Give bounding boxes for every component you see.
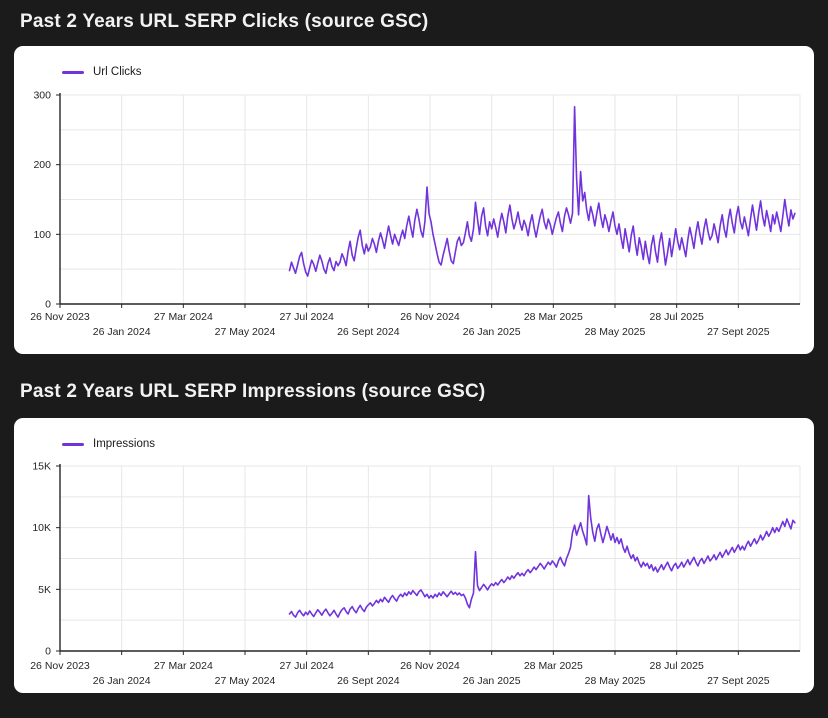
svg-text:5K: 5K (38, 584, 51, 596)
impressions-chart-panel: Impressions 0 5K 10K 15K 26 Nov 2023 26 Jan 2… (14, 418, 814, 693)
svg-text:27 Jul 2024: 27 Jul 2024 (280, 660, 334, 672)
svg-text:26 Jan 2024: 26 Jan 2024 (93, 675, 151, 687)
svg-text:26 Sept 2024: 26 Sept 2024 (337, 675, 400, 687)
svg-text:27 Mar 2024: 27 Mar 2024 (154, 660, 213, 672)
svg-text:26 Jan 2024: 26 Jan 2024 (93, 326, 151, 338)
svg-text:10K: 10K (32, 522, 51, 534)
svg-text:0: 0 (45, 299, 51, 311)
clicks-legend: Url Clicks (62, 66, 142, 78)
svg-text:27 Sept 2025: 27 Sept 2025 (707, 675, 770, 687)
clicks-chart-title: Past 2 Years URL SERP Clicks (source GSC… (20, 11, 429, 32)
clicks-legend-label: Url Clicks (93, 66, 142, 78)
svg-text:27 Mar 2024: 27 Mar 2024 (154, 311, 213, 323)
svg-text:28 May 2025: 28 May 2025 (585, 326, 646, 338)
impressions-legend: Impressions (62, 438, 155, 450)
svg-text:26 Sept 2024: 26 Sept 2024 (337, 326, 400, 338)
svg-text:15K: 15K (32, 461, 51, 473)
svg-text:28 May 2025: 28 May 2025 (585, 675, 646, 687)
svg-text:26 Nov 2023: 26 Nov 2023 (30, 660, 90, 672)
svg-text:100: 100 (33, 229, 51, 241)
svg-text:28 Jul 2025: 28 Jul 2025 (650, 660, 704, 672)
impressions-legend-label: Impressions (93, 438, 155, 450)
svg-text:27 Sept 2025: 27 Sept 2025 (707, 326, 770, 338)
svg-text:26 Nov 2023: 26 Nov 2023 (30, 311, 90, 323)
svg-text:27 May 2024: 27 May 2024 (215, 326, 276, 338)
impressions-chart-title: Past 2 Years URL SERP Impressions (sourc… (20, 381, 486, 402)
svg-text:200: 200 (33, 159, 51, 171)
svg-text:26 Nov 2024: 26 Nov 2024 (400, 660, 460, 672)
svg-text:26 Jan 2025: 26 Jan 2025 (463, 675, 521, 687)
svg-text:28 Mar 2025: 28 Mar 2025 (524, 660, 583, 672)
svg-text:26 Nov 2024: 26 Nov 2024 (400, 311, 460, 323)
clicks-chart-panel: Url Clicks 0 100 200 300 26 Nov 2023 26 Jan 2… (14, 46, 814, 354)
dashboard: Past 2 Years URL SERP Clicks (source GSC… (14, 11, 814, 693)
svg-text:26 Jan 2025: 26 Jan 2025 (463, 326, 521, 338)
svg-text:28 Mar 2025: 28 Mar 2025 (524, 311, 583, 323)
impressions-legend-swatch (62, 442, 84, 446)
clicks-legend-swatch (62, 70, 84, 74)
svg-text:0: 0 (45, 646, 51, 658)
svg-text:28 Jul 2025: 28 Jul 2025 (650, 311, 704, 323)
svg-text:27 May 2024: 27 May 2024 (215, 675, 276, 687)
svg-text:27 Jul 2024: 27 Jul 2024 (280, 311, 334, 323)
svg-text:300: 300 (33, 90, 51, 102)
